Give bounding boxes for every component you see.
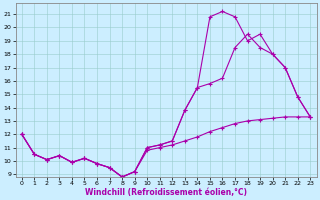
X-axis label: Windchill (Refroidissement éolien,°C): Windchill (Refroidissement éolien,°C) bbox=[85, 188, 247, 197]
